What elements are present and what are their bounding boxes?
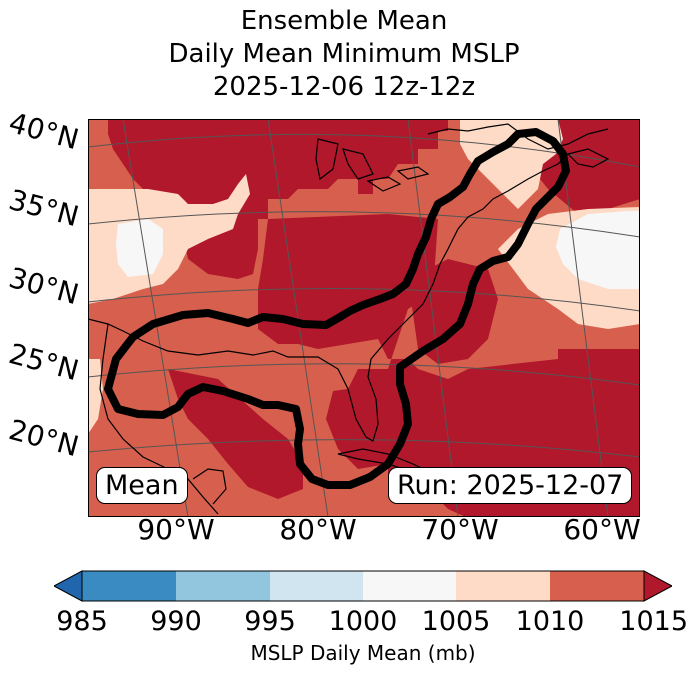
colorbar-tick-1010: 1010 [515, 606, 585, 637]
colorbar-tick-1000: 1000 [328, 606, 398, 637]
colorbar-frame [81, 570, 645, 602]
field-ge1015-gulf [168, 369, 303, 499]
graticule [88, 119, 640, 517]
mean-label-box: Mean [96, 467, 188, 504]
colorbar-extend-low [54, 570, 83, 602]
parallel-20n [88, 439, 640, 458]
colorbar-bin-995-1000 [270, 571, 363, 601]
colorbar-bin-985-990 [82, 571, 176, 601]
lon-label-80w: 80°W [279, 513, 357, 546]
coast-great-lakes-3 [366, 176, 402, 192]
coast-great-lakes-2 [342, 148, 374, 180]
coast-great-lakes-1 [315, 138, 339, 181]
parallel-35n [88, 211, 640, 238]
colorbar-tick-985: 985 [56, 606, 108, 637]
title-line-1: Ensemble Mean [240, 6, 448, 36]
colorbar-label: MSLP Daily Mean (mb) [250, 641, 476, 665]
colorbar-bin-1000-1005 [363, 571, 456, 601]
meridian-80w [267, 119, 329, 517]
coast-nova-scotia [566, 148, 610, 168]
parallel-25n [88, 363, 640, 386]
field-1005-1010-northeast [460, 119, 563, 209]
coast-gulf-and-east [88, 153, 569, 442]
lon-label-70w: 70°W [421, 513, 499, 546]
field-lt1005-west [116, 219, 163, 277]
lat-label-35n: 35°N [5, 183, 83, 234]
lat-label-20n: 20°N [5, 413, 83, 464]
meridian-90w [122, 119, 189, 517]
lon-label-90w: 90°W [137, 513, 215, 546]
colorbar-tick-1015: 1015 [619, 606, 688, 637]
colorbar-tick-990: 990 [150, 606, 202, 637]
meridian-60w [557, 119, 609, 517]
lat-label-40n: 40°N [5, 106, 83, 157]
colorbar-bin-1010-1015 [550, 571, 644, 601]
colorbar-tick-1005: 1005 [421, 606, 491, 637]
parallel-30n [88, 287, 640, 312]
field-1005-1010-southwest [88, 359, 103, 434]
colorbar-tick-995: 995 [244, 606, 296, 637]
lat-label-25n: 25°N [5, 337, 83, 388]
coast-mexico [99, 323, 219, 515]
run-date-box: Run: 2025-12-07 [388, 467, 633, 504]
colorbar-extend-high [643, 570, 672, 602]
coast-great-lakes-4 [396, 166, 430, 180]
field-ge1015-central [258, 214, 640, 517]
map-panel [88, 119, 640, 517]
title-line-2: Daily Mean Minimum MSLP [168, 39, 520, 69]
thick-outline [104, 128, 570, 489]
coast-yucatan [192, 468, 227, 505]
colorbar [54, 570, 672, 602]
colorbar-bin-990-995 [176, 571, 270, 601]
lat-label-30n: 30°N [5, 261, 83, 312]
lon-label-60w: 60°W [563, 513, 641, 546]
title-line-3: 2025-12-06 12z-12z [212, 72, 476, 102]
colorbar-bin-1005-1010 [456, 571, 550, 601]
map-frame [88, 119, 640, 517]
meridian-70w [407, 119, 459, 517]
